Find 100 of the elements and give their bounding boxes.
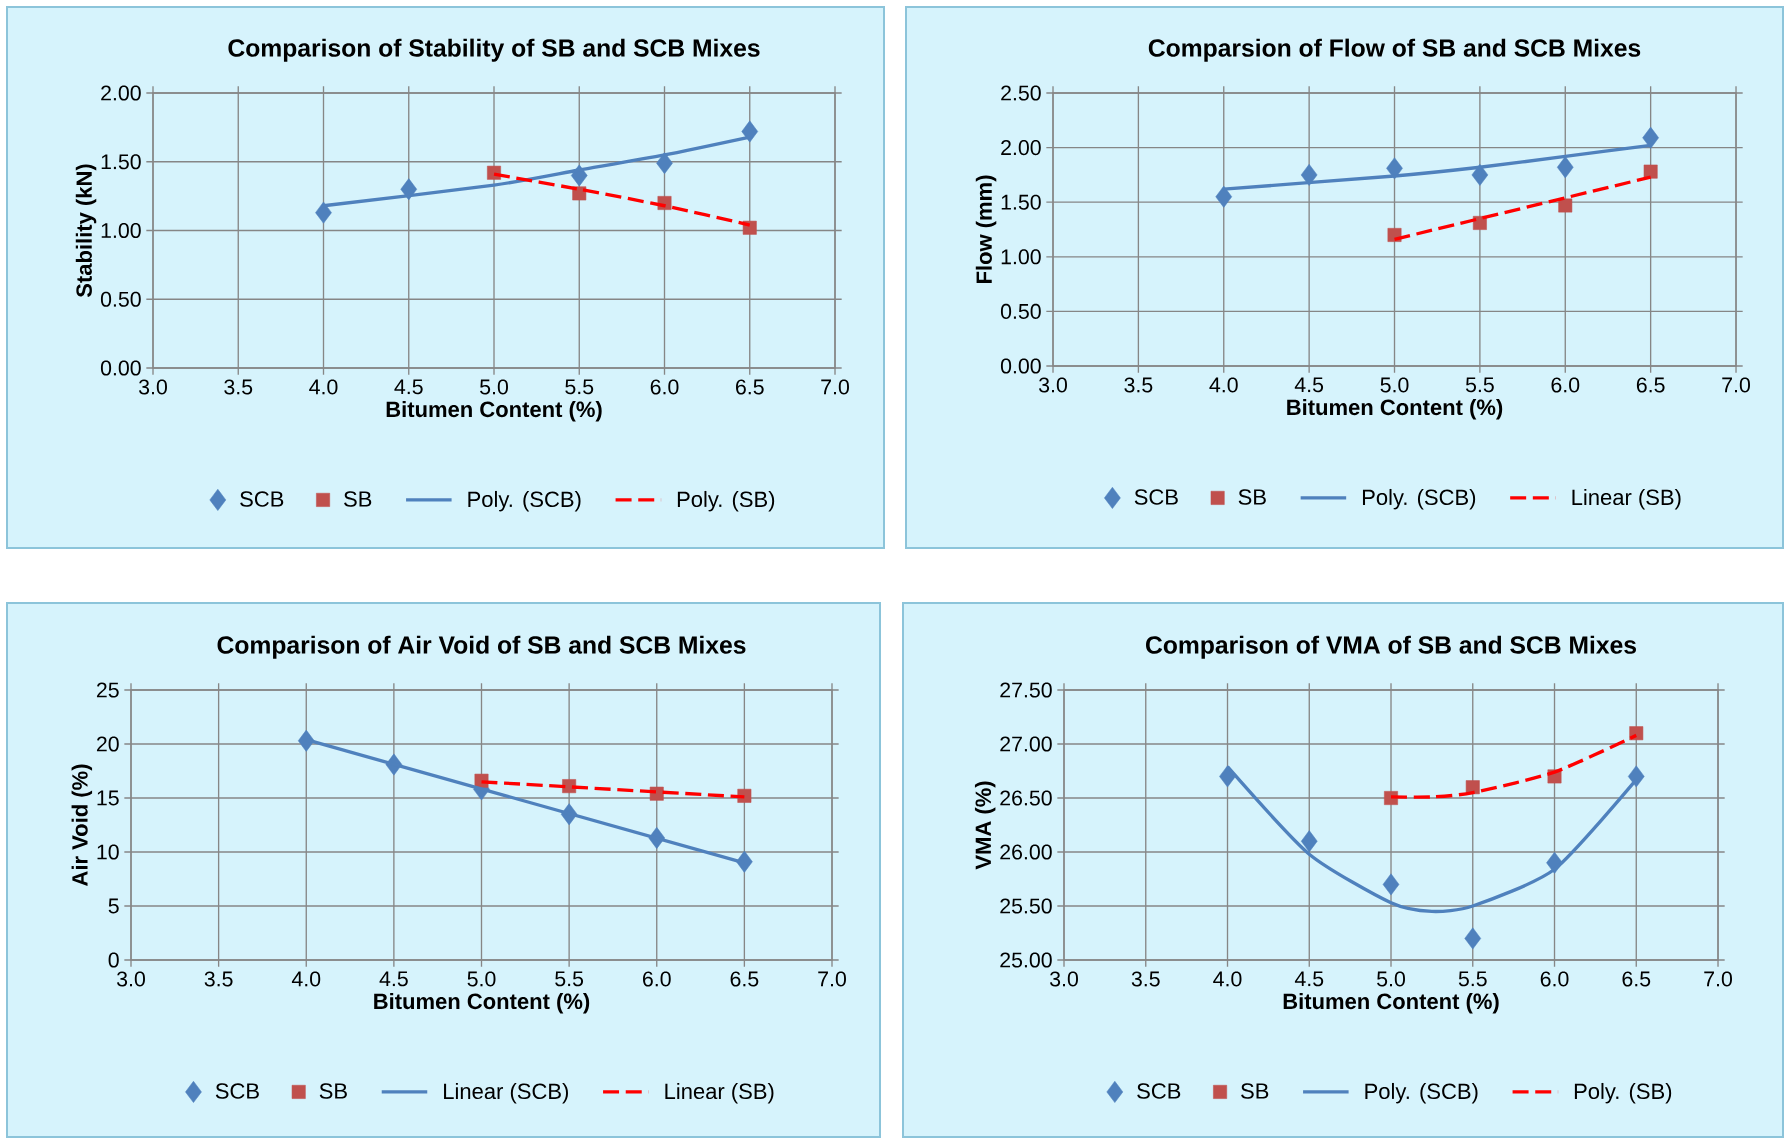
x-tick-label: 7.0 [1722, 377, 1750, 393]
x-tick-label: 4.5 [379, 971, 408, 987]
x-tick-label: 4.0 [291, 971, 321, 987]
legend-label: SB [344, 491, 372, 507]
chart-title: Comparison of VMA of SB and SCB Mixes [1146, 635, 1636, 659]
point [1300, 830, 1318, 853]
point [1219, 765, 1236, 788]
x-tick-label: 4.0 [1213, 971, 1242, 987]
y-tick-label: 1.00 [101, 222, 141, 239]
y-tick-label: 1.50 [101, 154, 141, 170]
y-tick-label: 15 [97, 790, 119, 806]
chart-title: Comparison of Air Void of SB and SCB Mixes [217, 635, 746, 659]
x-tick-label: 6.5 [1622, 971, 1651, 987]
point [1471, 163, 1489, 186]
point [649, 786, 664, 801]
x-tick-label: 5.0 [467, 971, 496, 987]
x-tick-label: 6.5 [736, 379, 764, 395]
y-tick-label: 20 [96, 736, 119, 752]
point [1557, 156, 1574, 179]
x-tick-label: 4.0 [309, 379, 338, 395]
y-tick-label: 0 [108, 952, 119, 968]
y-tick-label: 0.50 [100, 291, 141, 307]
point [1627, 765, 1645, 788]
x-tick-label: 6.0 [1540, 971, 1569, 987]
point [1300, 163, 1318, 186]
y-tick-label: 25 [96, 682, 119, 698]
point [1558, 198, 1573, 213]
y-axis-title: VMA (%) [974, 781, 996, 870]
legend-label: SCB [1134, 489, 1178, 505]
point [736, 850, 753, 873]
legend-label: Linear (SB) [1572, 488, 1681, 510]
legend-label: SCB [215, 1083, 259, 1099]
x-tick-label: 5.5 [1458, 971, 1487, 987]
y-tick-label: 2.00 [101, 85, 141, 101]
point [315, 201, 332, 224]
y-tick-label: 25.00 [1000, 952, 1052, 968]
y-tick-label: 5 [108, 898, 119, 914]
legend-label: SB [1238, 489, 1266, 505]
x-tick-label: 5.5 [565, 379, 594, 395]
y-tick-label: 25.50 [1000, 898, 1052, 914]
legend-label: SB [319, 1083, 347, 1099]
x-tick-label: 5.0 [1380, 377, 1409, 393]
x-tick-label: 5.5 [555, 971, 584, 987]
y-tick-label: 2.00 [1001, 140, 1041, 156]
x-tick-label: 7.0 [1704, 971, 1732, 987]
x-tick-label: 6.0 [650, 379, 679, 395]
x-tick-label: 6.0 [643, 971, 671, 987]
legend-label: Poly. (SB) [677, 490, 775, 512]
point [1215, 185, 1233, 208]
y-tick-label: 26.50 [1000, 790, 1052, 806]
x-tick-label: 3.5 [224, 379, 253, 395]
y-tick-label: 0.00 [100, 360, 141, 376]
y-tick-label: 27.00 [1000, 736, 1052, 752]
y-tick-label: 27.50 [1000, 682, 1052, 698]
x-tick-label: 6.0 [1551, 377, 1580, 393]
x-tick-label: 6.5 [730, 971, 759, 987]
x-tick-label: 4.5 [394, 379, 423, 395]
x-tick-label: 4.5 [1294, 971, 1324, 987]
legend-label: Poly. (SCB) [1362, 488, 1476, 510]
legend-label: Poly. (SB) [1574, 1082, 1672, 1104]
x-tick-label: 3.0 [1050, 971, 1078, 987]
y-tick-label: 1.00 [1001, 249, 1041, 265]
legend-label: SCB [240, 491, 284, 507]
point [1642, 126, 1659, 149]
point [656, 152, 673, 175]
chart-title: Comparsion of Flow of SB and SCB Mixes [1148, 38, 1641, 62]
y-tick-label: 1.50 [1001, 194, 1041, 210]
x-tick-label: 5.0 [1377, 971, 1405, 987]
point [297, 729, 315, 752]
y-tick-label: 0.50 [1000, 303, 1041, 319]
y-axis-title: Air Void (%) [71, 764, 93, 886]
point [1464, 927, 1482, 950]
x-tick-label: 3.0 [116, 971, 145, 987]
x-tick-label: 6.5 [1636, 377, 1665, 393]
point [400, 178, 418, 201]
x-axis-title: Bitumen Content (%) [1287, 398, 1503, 420]
legend-label: Poly. (SCB) [468, 490, 581, 512]
point [741, 120, 759, 143]
x-tick-label: 3.5 [204, 971, 233, 987]
x-tick-label: 3.5 [1124, 377, 1153, 393]
legend-label: SB [1241, 1083, 1269, 1099]
x-tick-label: 4.5 [1294, 377, 1324, 393]
point [1382, 873, 1400, 896]
x-tick-label: 7.0 [818, 971, 846, 987]
legend-label: Poly. (SCB) [1365, 1082, 1478, 1104]
x-tick-label: 4.0 [1209, 377, 1238, 393]
y-axis-title: Flow (mm) [975, 175, 997, 284]
point [1386, 157, 1403, 180]
y-tick-label: 10 [97, 844, 119, 860]
chart-title: Comparison of Stability of SB and SCB Mixes [228, 38, 760, 62]
x-tick-label: 3.0 [1039, 377, 1067, 393]
y-tick-label: 0.00 [1000, 358, 1041, 374]
x-axis-title: Bitumen Content (%) [386, 400, 602, 422]
y-tick-label: 2.50 [1001, 85, 1041, 101]
point [570, 164, 588, 187]
x-tick-label: 7.0 [821, 379, 849, 395]
legend-label: Linear (SCB) [444, 1082, 568, 1104]
point [1643, 164, 1658, 179]
x-tick-label: 3.5 [1131, 971, 1160, 987]
y-tick-label: 26.00 [1000, 844, 1052, 860]
